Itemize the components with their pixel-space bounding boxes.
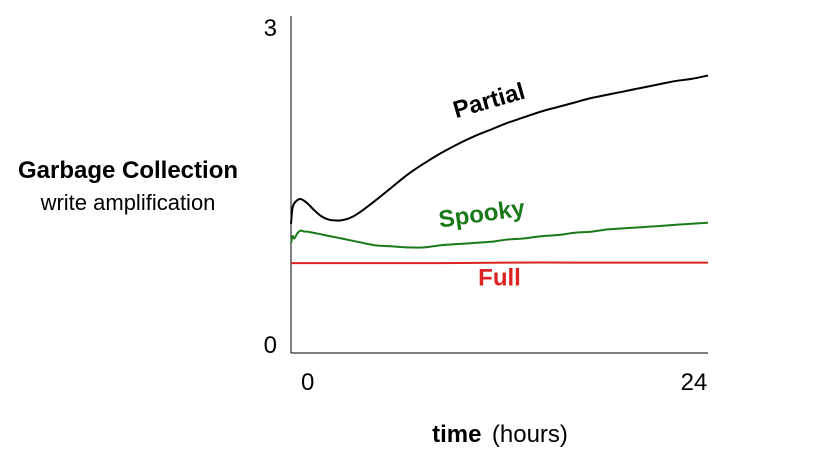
- series-line-spooky: [290, 221, 709, 249]
- y-axis-title: Garbage Collection: [18, 157, 238, 184]
- series-line-full: [290, 261, 708, 265]
- y-tick-label-0: 0: [264, 332, 277, 359]
- x-axis-title-bold: time: [432, 421, 481, 448]
- series-label-partial: Partial: [450, 78, 528, 124]
- series-label-spooky: Spooky: [437, 195, 527, 234]
- y-axis-subtitle: write amplification: [40, 190, 216, 215]
- x-tick-label-24: 24: [681, 369, 708, 396]
- y-tick-label-3: 3: [264, 15, 277, 42]
- series-line-partial: [290, 74, 709, 224]
- x-tick-label-0: 0: [301, 369, 314, 396]
- series-label-full: Full: [478, 265, 521, 292]
- x-axis-title: time (hours): [432, 421, 568, 448]
- x-axis-title-unit: (hours): [492, 421, 568, 448]
